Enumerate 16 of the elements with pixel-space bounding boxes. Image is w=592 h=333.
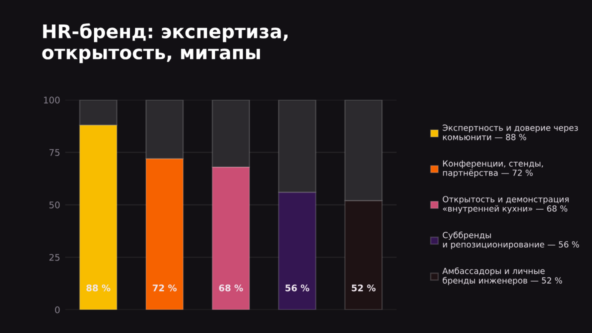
data-label: 88 % (86, 284, 110, 292)
y-tick-label: 50 (49, 202, 60, 208)
legend-label: Открытость и демонстрация «внутренней кухни» — 68 % (442, 196, 569, 214)
legend-label: Суббренды и репозиционирование — 56 % (442, 232, 579, 250)
y-tick-label: 25 (49, 254, 60, 261)
legend-label: Экспертность и доверие через комьюнити — 88 % (442, 124, 578, 140)
legend-label: Конференции, стенды, партнёрства — 72 % (443, 160, 543, 178)
data-label: 52 % (352, 284, 376, 292)
legend-label: Амбассадоры и личные бренды инженеров — 52 % (442, 267, 562, 286)
y-tick-label: 0 (55, 306, 60, 314)
data-label: 72 % (152, 284, 177, 292)
y-tick-label: 100 (44, 96, 60, 104)
data-label: 68 % (219, 284, 243, 292)
data-label: 56 % (286, 284, 310, 292)
y-tick-label: 75 (50, 149, 60, 156)
chart-title: HR-бренд: экспертиза, открытость, митапы (42, 23, 288, 64)
